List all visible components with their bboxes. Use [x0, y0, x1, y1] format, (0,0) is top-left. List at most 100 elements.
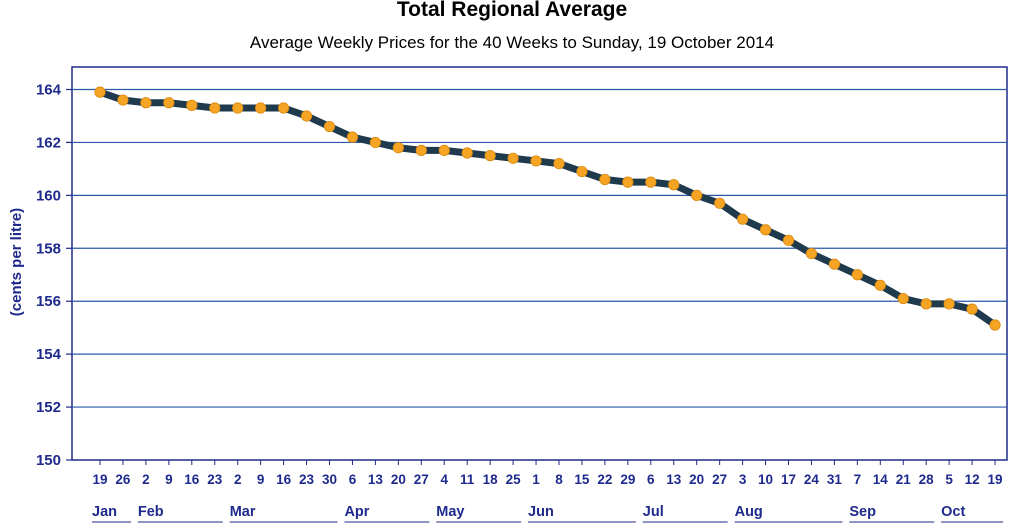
chart-subtitle: Average Weekly Prices for the 40 Weeks t… — [249, 33, 775, 52]
data-point — [484, 150, 496, 162]
chart-title: Total Regional Average — [396, 0, 628, 21]
x-tick-label: 28 — [919, 472, 935, 487]
y-tick-label: 162 — [36, 134, 61, 151]
month-label: Feb — [138, 504, 164, 520]
x-tick-label: 26 — [115, 472, 131, 487]
month-label: May — [436, 504, 464, 520]
x-tick-label: 1 — [532, 472, 540, 487]
data-point — [782, 234, 795, 246]
x-tick-label: 27 — [712, 472, 727, 487]
x-tick-label: 9 — [165, 472, 173, 487]
data-point — [346, 131, 359, 143]
data-point — [989, 319, 1001, 331]
month-labels: Jan Feb Mar Apr May Jun Jul Aug Sep Oct — [92, 504, 1004, 523]
series-line — [96, 88, 999, 329]
x-tick-label: 30 — [322, 472, 337, 487]
month-label: Oct — [941, 504, 965, 520]
x-tick-label: 22 — [597, 472, 612, 487]
data-point — [599, 173, 611, 186]
y-tick-label: 160 — [36, 187, 61, 204]
x-tick-label: 8 — [555, 472, 563, 487]
data-point — [461, 147, 473, 159]
data-point — [759, 224, 772, 236]
x-tick-label: 2 — [142, 472, 150, 487]
month-label: Sep — [849, 504, 876, 520]
data-point — [691, 189, 703, 201]
x-tick-label: 16 — [184, 472, 200, 487]
x-tick-label: 2 — [234, 472, 242, 487]
x-tick-label: 20 — [391, 472, 406, 487]
x-tick-label: 6 — [349, 472, 357, 487]
y-tick-label: 154 — [36, 346, 62, 363]
data-point — [553, 158, 565, 170]
x-tick-label: 16 — [276, 472, 292, 487]
data-point — [920, 298, 932, 310]
month-label: Mar — [230, 504, 256, 520]
plot-area — [71, 66, 1008, 461]
x-tick-label: 13 — [368, 472, 384, 487]
x-tick-label: 19 — [988, 472, 1003, 487]
data-point — [714, 197, 726, 209]
data-point — [323, 120, 336, 133]
data-point — [874, 279, 886, 291]
month-label: Aug — [735, 504, 763, 520]
data-point — [277, 102, 290, 114]
x-tick-label: 5 — [945, 472, 953, 487]
x-tick-label: 12 — [965, 472, 980, 487]
x-tick-label: 14 — [873, 472, 889, 487]
y-axis-ticks: 150 152 154 156 158 160 162 164 — [36, 82, 72, 469]
y-tick-label: 152 — [36, 399, 61, 416]
x-tick-label: 13 — [666, 472, 682, 487]
data-point — [94, 86, 106, 98]
x-tick-label: 25 — [506, 472, 522, 487]
data-point — [140, 97, 152, 109]
data-point — [163, 97, 175, 109]
data-point — [828, 258, 841, 270]
y-axis-label: (cents per litre) — [8, 208, 25, 316]
data-point — [438, 144, 450, 156]
x-tick-label: 4 — [440, 472, 448, 487]
y-tick-label: 150 — [36, 452, 61, 469]
series — [94, 86, 1001, 331]
x-tick-label: 7 — [854, 472, 862, 487]
data-point — [897, 292, 909, 305]
x-tick-label: 9 — [257, 472, 265, 487]
data-point — [232, 102, 244, 114]
data-point — [668, 179, 680, 191]
data-point — [186, 99, 198, 111]
x-tick-label: 3 — [739, 472, 747, 487]
x-tick-label: 6 — [647, 472, 655, 487]
data-point — [943, 298, 955, 310]
x-tick-label: 24 — [804, 472, 820, 487]
data-point — [117, 94, 129, 106]
data-point — [851, 269, 863, 281]
data-point — [966, 303, 978, 315]
x-tick-label: 15 — [574, 472, 590, 487]
x-tick-label: 19 — [92, 472, 107, 487]
x-tick-label: 23 — [207, 472, 223, 487]
grid-lines — [72, 88, 1007, 408]
data-point — [645, 176, 657, 188]
month-label: Jun — [528, 504, 554, 520]
x-tick-label: 27 — [414, 472, 429, 487]
x-tick-label: 31 — [827, 472, 843, 487]
y-tick-label: 164 — [36, 82, 62, 99]
x-tick-label: 23 — [299, 472, 315, 487]
data-point — [369, 136, 381, 149]
x-tick-label: 10 — [758, 472, 773, 487]
month-label: Jul — [643, 504, 664, 520]
data-point — [300, 110, 313, 122]
data-point — [255, 102, 267, 114]
month-label: Jan — [92, 504, 117, 520]
data-point — [576, 165, 588, 178]
data-point — [209, 102, 221, 114]
x-tick-label: 29 — [620, 472, 635, 487]
y-tick-label: 156 — [36, 293, 61, 310]
data-point — [530, 155, 542, 167]
data-point — [415, 144, 427, 156]
x-axis-ticks: 19 26 2 9 16 23 2 9 16 23 30 6 13 20 27 4 11 18 25 1 8 15 22 29… — [92, 460, 1003, 487]
data-point — [805, 247, 818, 260]
y-tick-label: 158 — [36, 240, 61, 257]
data-point — [622, 176, 634, 188]
